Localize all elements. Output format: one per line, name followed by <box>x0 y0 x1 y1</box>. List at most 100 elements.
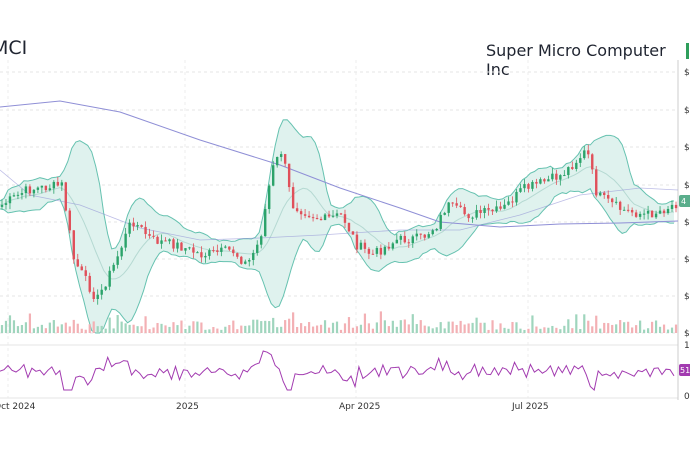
candle-body <box>323 214 327 221</box>
volume-bar <box>359 324 363 333</box>
price-axis: $ $ $ $ $ $ $ $4 1 0 51 <box>679 68 690 402</box>
candle-body <box>674 204 678 209</box>
candle-body <box>658 210 662 214</box>
volume-bar <box>367 323 371 333</box>
volume-bar <box>419 320 422 333</box>
volume-bar <box>160 323 163 333</box>
volume-bar <box>575 314 578 333</box>
candle-body <box>311 217 315 219</box>
candle-body <box>523 184 526 189</box>
volume-bar <box>116 315 119 333</box>
candle-body <box>451 202 454 204</box>
volume-bar <box>674 324 678 333</box>
candle-body <box>24 186 28 194</box>
volume-bar <box>335 321 339 333</box>
price-tick-label: $ <box>684 329 690 339</box>
volume-bar <box>654 320 658 333</box>
candle-body <box>431 230 434 235</box>
candle-body <box>339 213 343 215</box>
volume-bar <box>224 326 227 333</box>
volume-bar <box>300 323 303 333</box>
time-axis: Oct 2024 2025 Apr 2025 Jul 2025 <box>0 402 549 412</box>
time-tick-label: Jul 2025 <box>511 402 549 412</box>
volume-bar <box>503 327 506 333</box>
candle-body <box>443 212 446 215</box>
volume-bar <box>240 325 243 333</box>
volume-bar <box>196 321 199 333</box>
price-tick-label: $ <box>684 181 690 191</box>
candle-body <box>200 252 203 258</box>
volume-bar <box>455 324 458 333</box>
candle-body <box>367 248 371 254</box>
candles <box>0 144 678 305</box>
candle-body <box>96 294 99 300</box>
volume-bar <box>666 329 670 333</box>
candle-body <box>343 214 347 223</box>
candle-body <box>479 210 482 213</box>
volume-bar <box>371 328 374 333</box>
volume-bar <box>563 325 566 333</box>
candle-body <box>650 210 654 218</box>
volume-bar <box>379 311 382 333</box>
volume-bar <box>232 320 235 333</box>
candle-body <box>399 235 403 240</box>
volume-bar <box>403 319 406 333</box>
candle-body <box>670 204 674 209</box>
candle-body <box>551 173 554 180</box>
candle-body <box>220 247 223 252</box>
candle-body <box>411 236 414 244</box>
volume-bar <box>72 319 75 333</box>
volume-bar <box>228 325 231 333</box>
candle-body <box>56 181 60 186</box>
volume-bar <box>587 320 590 333</box>
volume-bar <box>343 323 347 333</box>
volume-bar <box>515 322 518 333</box>
candle-body <box>260 236 263 245</box>
price-tick-label: $ <box>684 292 690 302</box>
volume-bar <box>124 323 127 333</box>
candle-body <box>100 289 103 295</box>
last-price-badge <box>679 195 690 207</box>
candle-body <box>603 192 606 196</box>
candle-body <box>363 242 367 249</box>
candle-body <box>291 187 295 209</box>
candle-body <box>252 252 255 261</box>
volume-bar <box>220 329 223 333</box>
candle-body <box>626 209 630 211</box>
volume-bar <box>36 326 39 333</box>
candle-body <box>283 154 287 164</box>
candle-body <box>152 235 155 237</box>
candle-body <box>495 206 498 212</box>
volume-bar <box>623 322 626 333</box>
volume-bar <box>200 322 203 333</box>
volume-bar <box>539 328 542 333</box>
volume-bar <box>603 322 606 333</box>
volume-bar <box>136 326 139 333</box>
price-change-indicator <box>686 43 689 59</box>
volume-bar <box>80 328 83 333</box>
volume-bar <box>479 322 482 333</box>
volume-bar <box>204 329 207 333</box>
volume-bar <box>260 321 263 333</box>
candle-body <box>622 209 626 211</box>
rsi-line <box>0 350 675 391</box>
volume-bar <box>92 321 95 333</box>
candle-body <box>630 210 634 213</box>
last-price-label: 4 <box>681 197 686 206</box>
volume-bar <box>351 327 355 333</box>
candle-body <box>666 208 670 214</box>
volume-bar <box>407 324 410 333</box>
volume-bar <box>499 323 502 333</box>
candle-body <box>48 188 52 191</box>
candle-body <box>587 150 590 155</box>
candle-body <box>303 214 307 216</box>
volume-bar <box>104 328 107 333</box>
volume-bar <box>264 320 267 333</box>
candle-body <box>559 175 562 180</box>
volume-bar <box>475 317 478 333</box>
time-tick-label: 2025 <box>176 402 199 412</box>
candle-body <box>634 212 638 217</box>
candle-body <box>184 248 187 251</box>
candle-body <box>327 214 331 217</box>
rsi-panel <box>0 350 675 391</box>
